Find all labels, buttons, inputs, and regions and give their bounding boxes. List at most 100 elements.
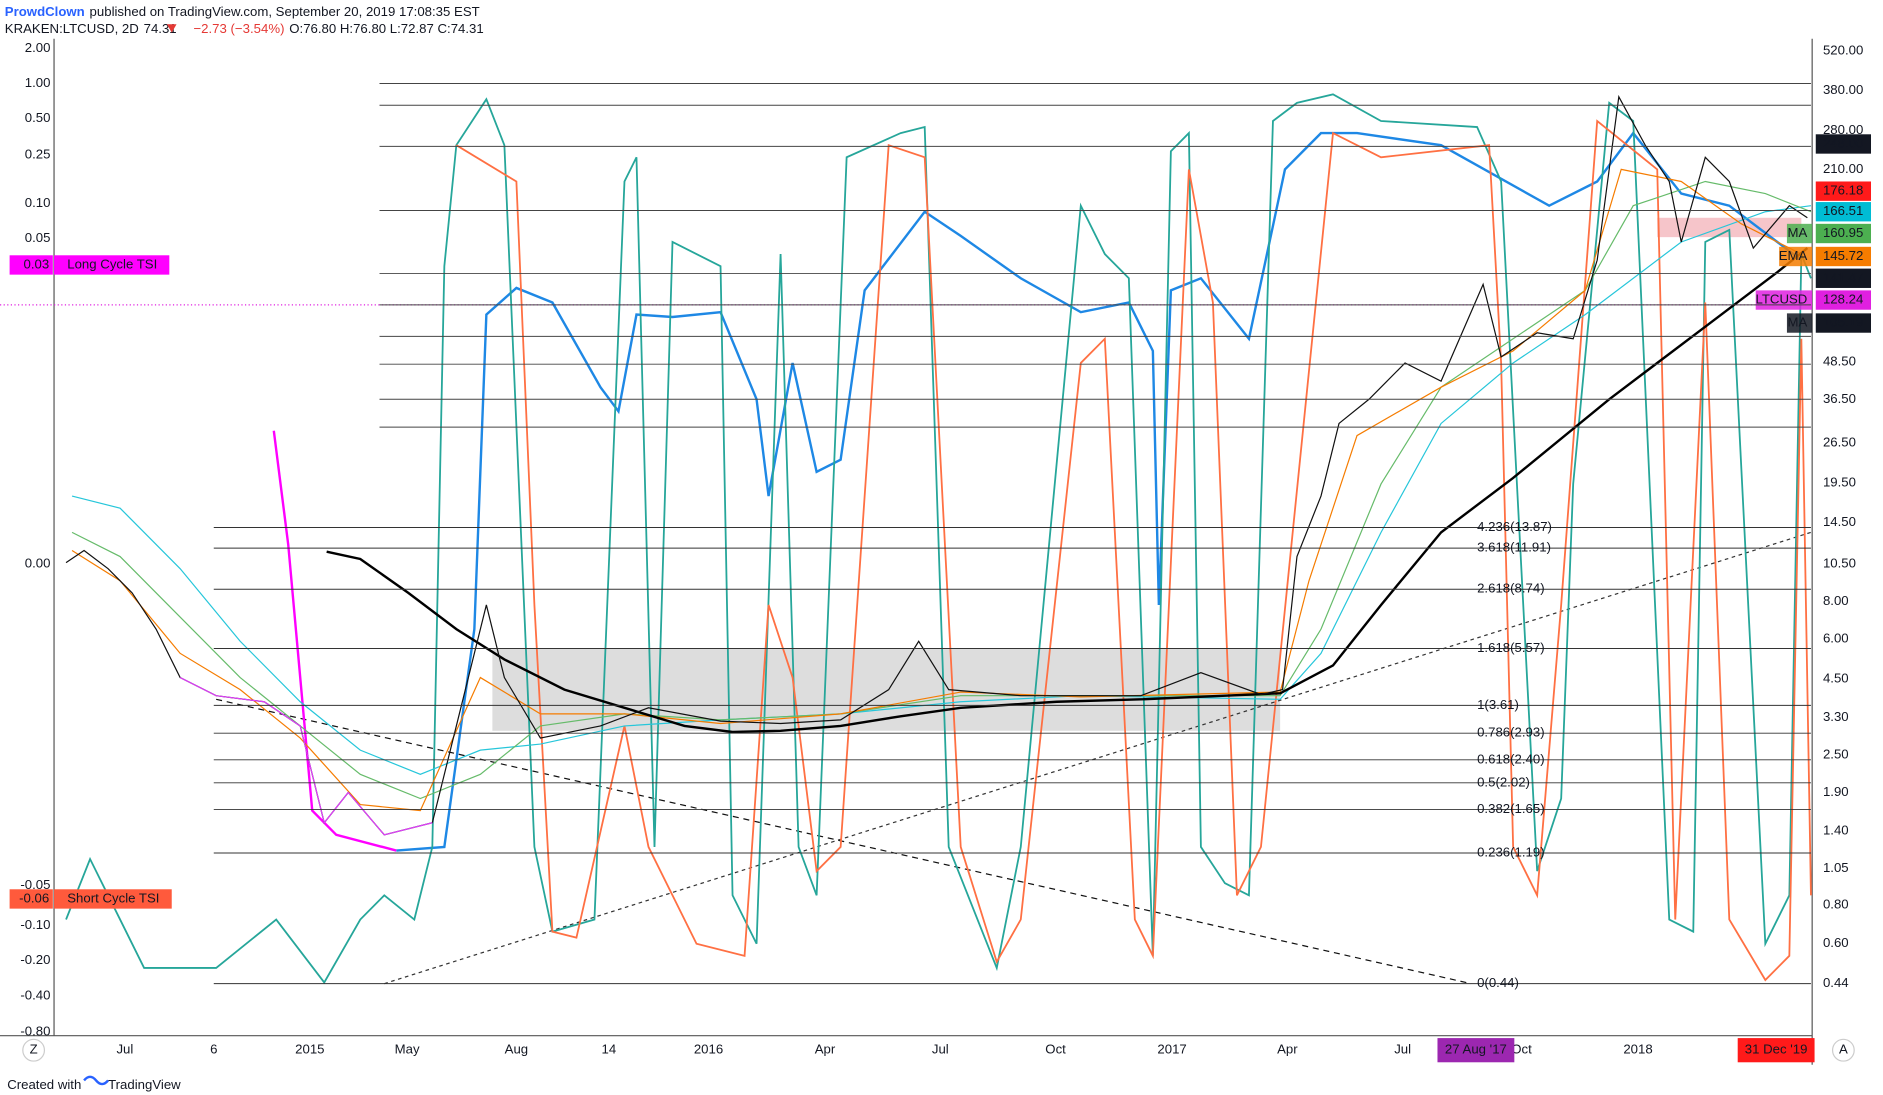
fib-label: 0.236(1.19) <box>1477 844 1545 859</box>
corner-button-label[interactable]: A <box>1839 1042 1848 1057</box>
fib-label: 1.618(5.57) <box>1477 640 1545 655</box>
time-badge <box>1737 1038 1815 1063</box>
price-badge <box>1815 313 1872 333</box>
trend-line <box>216 698 1472 985</box>
time-axis-label: May <box>395 1042 420 1057</box>
badge-label: MA <box>1788 225 1808 240</box>
price-badge <box>1815 181 1872 201</box>
badge-label: Short Cycle TSI <box>67 890 159 905</box>
right-axis-label: 1.90 <box>1823 784 1849 799</box>
right-axis-label: 8.00 <box>1823 593 1849 608</box>
right-axis-label: 6.00 <box>1823 630 1849 645</box>
time-axis-label: 2017 <box>1157 1042 1186 1057</box>
time-axis-label: Apr <box>815 1042 836 1057</box>
left-axis-label: -0.40 <box>20 987 50 1002</box>
left-axis-label: -0.05 <box>20 877 50 892</box>
badge-tag <box>1786 223 1813 244</box>
left-axis-label: 0.25 <box>25 146 51 161</box>
right-axis-label: 520.00 <box>1823 42 1863 57</box>
symbol: KRAKEN:LTCUSD, 2D <box>5 21 139 36</box>
fib-label: 2.618(8.74) <box>1477 581 1545 596</box>
published: published on TradingView.com, September … <box>90 4 480 19</box>
left-axis-label: -0.20 <box>20 952 50 967</box>
moving-average <box>71 180 1812 800</box>
left-axis-label: -0.80 <box>20 1024 50 1039</box>
right-axis-label: 19.50 <box>1823 474 1856 489</box>
time-axis-label: 6 <box>210 1042 217 1057</box>
right-axis-label: 0.80 <box>1823 896 1849 911</box>
footer-brand: TradingView <box>108 1077 181 1092</box>
fib-label: 3.618(11.91) <box>1477 540 1551 555</box>
right-axis-label: 2.50 <box>1823 746 1849 761</box>
price-badge <box>1815 202 1872 222</box>
right-axis-label: 1.05 <box>1823 860 1849 875</box>
tradingview-logo <box>83 1075 110 1086</box>
time-badge-label: 27 Aug '17 <box>1445 1042 1507 1057</box>
badge-value: 176.18 <box>1823 183 1863 198</box>
right-axis-label: 10.50 <box>1823 555 1856 570</box>
badge-value: 141.47 <box>1823 270 1863 285</box>
indicator-badge <box>9 889 53 909</box>
right-axis-label: 48.50 <box>1823 353 1856 368</box>
badge-value: 128.24 <box>1823 292 1863 307</box>
chart-area: ProwdClown published on TradingView.com, … <box>0 4 1883 1092</box>
left-axis-label: 0.05 <box>25 230 51 245</box>
footer-created: Created with <box>7 1077 81 1092</box>
badge-value: 0.03 <box>24 256 50 271</box>
fib-label: 0.618(2.40) <box>1477 751 1545 766</box>
indicator-badge <box>9 255 53 275</box>
right-axis-label: 280.00 <box>1823 122 1863 137</box>
badge-tag <box>1786 313 1813 333</box>
fib-label: 0.382(1.65) <box>1477 801 1545 816</box>
time-axis-label: 2015 <box>295 1042 324 1057</box>
time-axis-label: Oct <box>1511 1042 1532 1057</box>
badge-label: LTCUSD <box>1756 292 1808 307</box>
right-axis-label: 210.00 <box>1823 161 1863 176</box>
down-arrow <box>166 24 177 33</box>
fib-label: 0.5(2.02) <box>1477 774 1530 789</box>
long-cycle-tsi <box>272 430 397 852</box>
left-axis-label: 1.00 <box>25 75 51 90</box>
fib-label: 0(0.44) <box>1477 975 1519 990</box>
publisher: ProwdClown <box>5 4 85 19</box>
badge-label: Long Cycle TSI <box>67 256 157 271</box>
fib-label: 0.786(2.93) <box>1477 725 1545 740</box>
right-axis-label: 0.60 <box>1823 935 1849 950</box>
header-line: KRAKEN:LTCUSD, 2D 74.31 −2.73 (−3.54%) O:76… <box>5 21 484 36</box>
header-line: ProwdClown published on TradingView.com, … <box>5 4 480 19</box>
price-badge <box>1815 290 1872 310</box>
badge-value: -0.06 <box>19 890 49 905</box>
corner-button <box>22 1038 46 1062</box>
time-axis-label: Jul <box>932 1042 949 1057</box>
corner-button-label[interactable]: Z <box>30 1042 38 1057</box>
time-badge-label: 31 Dec '19 <box>1745 1042 1808 1057</box>
badge-label: MA <box>1788 315 1808 330</box>
left-axis-label: 2.00 <box>25 40 51 55</box>
fib-label: 4.236(13.87) <box>1477 519 1552 534</box>
time-axis-label: Aug <box>505 1042 528 1057</box>
right-axis-label: 14.50 <box>1823 514 1856 529</box>
badge-value: 160.95 <box>1823 225 1863 240</box>
background <box>0 38 1883 1065</box>
price-badge <box>1815 268 1872 288</box>
right-axis-label: 3.30 <box>1823 709 1849 724</box>
time-axis-label: Apr <box>1277 1042 1298 1057</box>
badge-value: 145.72 <box>1823 248 1863 263</box>
badge-value: 166.51 <box>1823 203 1863 218</box>
right-axis-label: 26.50 <box>1823 434 1856 449</box>
price-badge <box>1815 246 1872 267</box>
right-axis-label: 380.00 <box>1823 82 1863 97</box>
time-axis-label: 14 <box>602 1042 617 1057</box>
time-axis-label: 2018 <box>1623 1042 1652 1057</box>
left-axis-label: 0.10 <box>25 195 51 210</box>
price <box>179 677 433 836</box>
corner-button <box>1831 1038 1855 1062</box>
price-badge <box>1815 134 1872 154</box>
right-axis-label: 4.50 <box>1823 670 1849 685</box>
time-axis-label: 2016 <box>694 1042 723 1057</box>
right-axis-label: 36.50 <box>1823 391 1856 406</box>
badge-value: 248.00 <box>1823 135 1863 150</box>
change: −2.73 (−3.54%) <box>193 21 284 36</box>
